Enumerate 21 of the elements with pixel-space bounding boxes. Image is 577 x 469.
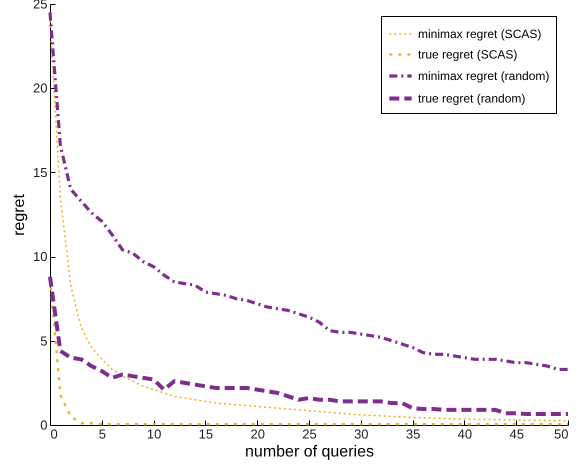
x-tick-label: 10 <box>146 426 162 442</box>
y-tick-label: 10 <box>33 249 48 264</box>
x-tick-label: 5 <box>98 426 106 442</box>
y-tick-label: 20 <box>33 80 48 96</box>
x-tick-label: 25 <box>302 426 317 442</box>
y-tick-label: 5 <box>40 333 48 348</box>
legend-label: true regret (random) <box>418 92 526 106</box>
x-tick-label: 35 <box>406 426 420 442</box>
x-tick-label: 50 <box>554 426 568 442</box>
y-tick-label: 15 <box>33 164 48 180</box>
x-tick-label: 15 <box>198 426 214 442</box>
legend-label: minimax regret (random) <box>418 69 550 83</box>
x-axis-title: number of queries <box>245 444 374 460</box>
x-tick-label: 30 <box>354 426 369 442</box>
x-tick-label: 45 <box>509 426 524 442</box>
y-axis-title: regret <box>11 194 28 236</box>
legend-label: true regret (SCAS) <box>418 48 518 62</box>
legend-label: minimax regret (SCAS) <box>418 27 542 41</box>
x-tick-label: 20 <box>250 426 265 442</box>
x-tick-label: 0 <box>50 426 58 442</box>
x-tick-label: 40 <box>458 426 472 442</box>
